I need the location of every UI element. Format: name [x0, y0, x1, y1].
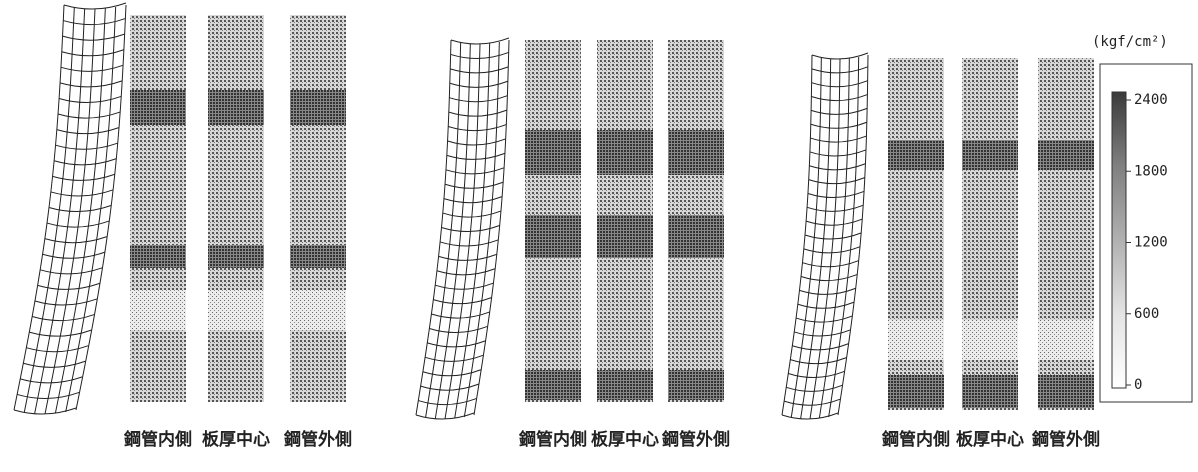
- strip-band: [888, 140, 944, 170]
- pipe-line: [425, 41, 462, 418]
- strip-band: [290, 290, 346, 330]
- pipe-ring: [450, 37, 510, 45]
- strip-label: 板厚中心: [591, 429, 659, 450]
- strip-band: [290, 90, 346, 125]
- strip-label: 板厚中心: [202, 429, 270, 450]
- strip-band: [208, 245, 264, 268]
- strip-band: [290, 245, 346, 268]
- pipe-line: [54, 8, 106, 414]
- strip-band: [525, 130, 581, 175]
- pipe-mesh: [415, 37, 510, 420]
- pipe-line: [13, 4, 65, 411]
- strip-band: [597, 130, 653, 175]
- stress-strip: [1038, 58, 1094, 410]
- strip-label: 鋼管内側: [518, 429, 587, 450]
- pipe-line: [473, 39, 510, 416]
- strip-band: [888, 320, 944, 360]
- pipe-line: [818, 58, 850, 419]
- strip-band: [668, 370, 724, 400]
- strip-band: [130, 245, 186, 268]
- strip-band: [962, 375, 1018, 408]
- pipe-ring: [811, 52, 869, 60]
- stress-strip: [668, 40, 724, 402]
- stress-strip: [597, 40, 653, 402]
- pipe-line: [809, 58, 841, 420]
- pipe-line: [828, 56, 860, 418]
- strip-band: [668, 130, 724, 175]
- strip-fill: [130, 15, 186, 402]
- colorbar-legend: (kgf/cm²) 2400 1800 1200 600 0: [1092, 34, 1193, 403]
- strip-fill: [290, 15, 346, 402]
- pipe-line: [34, 8, 86, 414]
- stress-strip: [290, 15, 346, 402]
- pipe-ring: [63, 2, 127, 10]
- strip-label: 鋼管内側: [881, 429, 950, 450]
- strip-label: 鋼管外側: [1031, 429, 1100, 450]
- strip-label: 鋼管外側: [283, 429, 352, 450]
- strip-band: [1038, 140, 1094, 170]
- strip-label: 鋼管外側: [661, 429, 730, 450]
- pipe-line: [75, 4, 127, 411]
- pipe-mesh: [781, 52, 869, 420]
- strip-band: [208, 290, 264, 330]
- legend-tick-label: 1800: [1134, 163, 1168, 179]
- pipe-mesh: [13, 2, 127, 415]
- pipe-line: [23, 6, 75, 413]
- stress-strip: [962, 58, 1018, 410]
- strip-band: [597, 215, 653, 258]
- strip-band: [888, 375, 944, 408]
- stress-strip: [130, 15, 186, 402]
- stress-strip: [525, 40, 581, 402]
- legend-tick-label: 1200: [1134, 235, 1168, 251]
- pipe-line: [463, 41, 500, 418]
- strip-label: 板厚中心: [956, 429, 1024, 450]
- strip-label: 鋼管内側: [123, 429, 192, 450]
- legend-unit: (kgf/cm²): [1092, 34, 1168, 50]
- strip-fill: [208, 15, 264, 402]
- pipe-line: [781, 54, 813, 416]
- legend-tick-label: 600: [1134, 306, 1159, 322]
- legend-tick-label: 2400: [1134, 92, 1168, 108]
- strip-band: [525, 370, 581, 400]
- strip-band: [1038, 320, 1094, 360]
- strip-band: [597, 370, 653, 400]
- strip-band: [130, 290, 186, 330]
- pipe-line: [790, 56, 822, 418]
- pipe-line: [454, 43, 491, 419]
- strip-band: [1038, 375, 1094, 408]
- stress-strip: [888, 58, 944, 410]
- pipe-line: [837, 54, 869, 416]
- strip-band: [525, 215, 581, 258]
- pipe-line: [800, 58, 832, 419]
- pipe-line: [44, 8, 96, 415]
- strip-band: [962, 140, 1018, 170]
- stress-strip: [208, 15, 264, 402]
- colorbar: [1111, 91, 1127, 389]
- strip-band: [208, 90, 264, 125]
- strip-band: [130, 90, 186, 125]
- pipe-line: [434, 43, 471, 419]
- legend-frame: [1099, 63, 1193, 403]
- strip-band: [962, 320, 1018, 360]
- strip-band: [668, 215, 724, 258]
- pipe-line: [415, 39, 452, 416]
- legend-tick-label: 0: [1134, 377, 1142, 393]
- pipe-line: [444, 43, 481, 420]
- pipe-line: [65, 6, 117, 413]
